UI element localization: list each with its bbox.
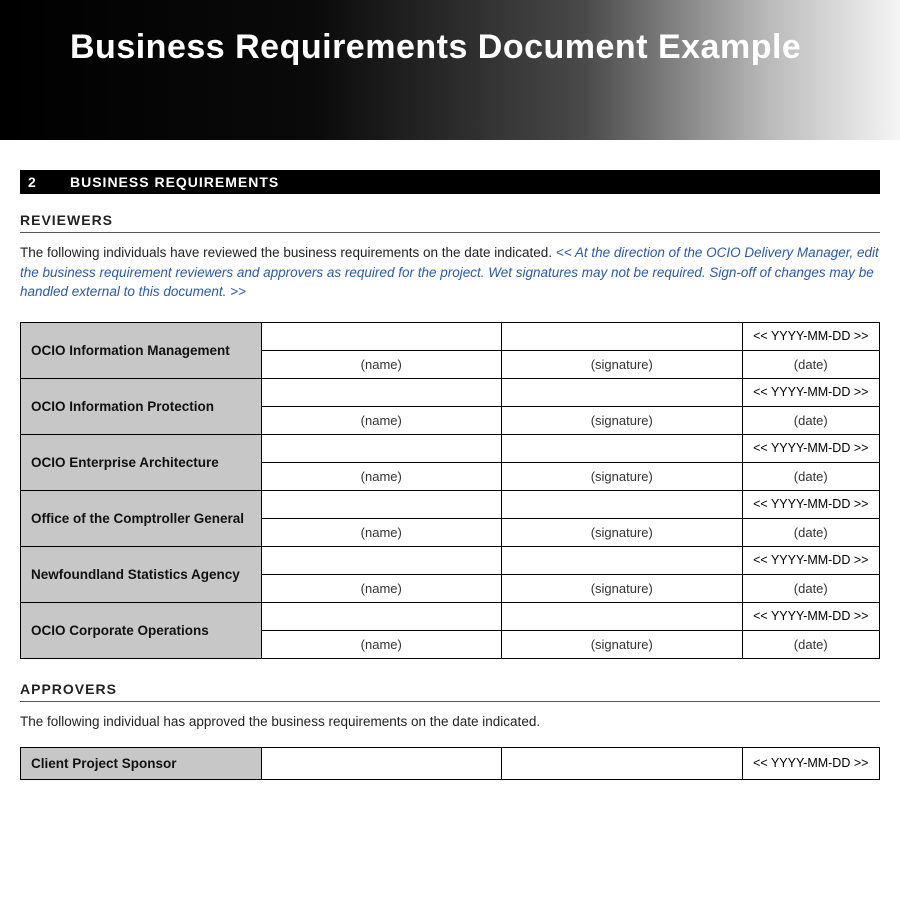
section-bar: 2 BUSINESS REQUIREMENTS [20,170,880,194]
reviewer-name-label: (name) [261,574,502,602]
reviewer-date-label: (date) [742,630,879,658]
header-banner: Business Requirements Document Example [0,0,900,140]
reviewer-date-label: (date) [742,462,879,490]
reviewer-row: OCIO Corporate Operations<< YYYY-MM-DD >… [21,602,880,630]
reviewer-name-cell [261,434,502,462]
reviewers-intro-plain: The following individuals have reviewed … [20,245,556,260]
reviewer-date-cell: << YYYY-MM-DD >> [742,378,879,406]
reviewers-intro: The following individuals have reviewed … [20,243,880,302]
reviewer-name-cell [261,490,502,518]
reviewer-date-label: (date) [742,518,879,546]
reviewer-row: OCIO Enterprise Architecture<< YYYY-MM-D… [21,434,880,462]
reviewer-signature-label: (signature) [502,630,743,658]
reviewer-signature-cell [502,322,743,350]
reviewer-signature-label: (signature) [502,518,743,546]
reviewers-table: OCIO Information Management << YYYY-MM-DD… [20,322,880,659]
reviewer-signature-label: (signature) [502,462,743,490]
reviewer-date-cell: << YYYY-MM-DD >> [742,546,879,574]
reviewer-signature-cell [502,378,743,406]
reviewer-date-label: (date) [742,350,879,378]
reviewer-name-cell [261,602,502,630]
approver-signature-cell [502,748,743,780]
reviewer-date-cell: << YYYY-MM-DD >> [742,322,879,350]
reviewer-name-label: (name) [261,406,502,434]
reviewer-role-cell: Office of the Comptroller General [21,490,262,546]
reviewers-heading: REVIEWERS [20,212,880,233]
reviewer-signature-label: (signature) [502,406,743,434]
reviewer-date-cell: << YYYY-MM-DD >> [742,602,879,630]
reviewer-row: Office of the Comptroller General<< YYYY… [21,490,880,518]
page-title: Business Requirements Document Example [70,28,801,67]
approvers-table: Client Project Sponsor << YYYY-MM-DD >> [20,747,880,780]
reviewer-role-cell: OCIO Corporate Operations [21,602,262,658]
approvers-heading: APPROVERS [20,681,880,702]
reviewer-name-cell [261,546,502,574]
reviewer-row: OCIO Information Management<< YYYY-MM-DD… [21,322,880,350]
reviewer-date-cell: << YYYY-MM-DD >> [742,490,879,518]
section-number: 2 [20,174,70,190]
reviewer-signature-label: (signature) [502,574,743,602]
reviewer-signature-label: (signature) [502,350,743,378]
approver-row: Client Project Sponsor << YYYY-MM-DD >> [21,748,880,780]
approver-date-cell: << YYYY-MM-DD >> [742,748,879,780]
reviewer-signature-cell [502,546,743,574]
reviewer-date-label: (date) [742,574,879,602]
reviewer-signature-cell [502,490,743,518]
reviewer-signature-cell [502,434,743,462]
section-title: BUSINESS REQUIREMENTS [70,174,279,190]
reviewer-role-cell: OCIO Information Management [21,322,262,378]
reviewer-role-cell: Newfoundland Statistics Agency [21,546,262,602]
reviewer-name-label: (name) [261,350,502,378]
reviewer-name-label: (name) [261,518,502,546]
approver-name-cell [261,748,502,780]
approver-role-cell: Client Project Sponsor [21,748,262,780]
reviewer-date-label: (date) [742,406,879,434]
reviewer-name-cell [261,378,502,406]
approvers-intro: The following individual has approved th… [20,712,880,732]
reviewer-name-label: (name) [261,462,502,490]
reviewer-role-cell: OCIO Information Protection [21,378,262,434]
reviewer-row: Newfoundland Statistics Agency<< YYYY-MM… [21,546,880,574]
reviewer-row: OCIO Information Protection<< YYYY-MM-DD… [21,378,880,406]
reviewer-signature-cell [502,602,743,630]
reviewer-name-cell [261,322,502,350]
reviewer-name-label: (name) [261,630,502,658]
reviewer-role-cell: OCIO Enterprise Architecture [21,434,262,490]
document-body: 2 BUSINESS REQUIREMENTS REVIEWERS The fo… [0,140,900,780]
reviewer-date-cell: << YYYY-MM-DD >> [742,434,879,462]
